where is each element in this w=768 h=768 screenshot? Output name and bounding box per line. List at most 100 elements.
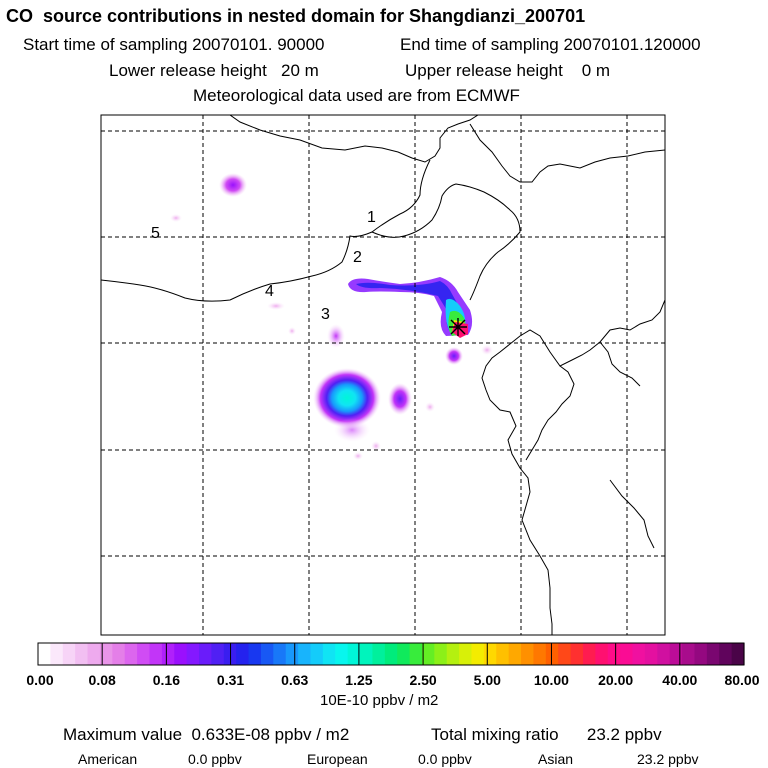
border-loop bbox=[101, 159, 431, 302]
colorbar-swatch bbox=[186, 643, 200, 665]
coast-islands bbox=[609, 479, 655, 549]
colorbar-swatch bbox=[137, 643, 151, 665]
european-label: European bbox=[307, 751, 368, 767]
colorbar-tick-label: 2.50 bbox=[409, 672, 436, 688]
colorbar-swatch bbox=[421, 643, 435, 665]
colorbar-swatch bbox=[632, 643, 646, 665]
colorbar-swatch bbox=[558, 643, 572, 665]
colorbar-swatch bbox=[521, 643, 535, 665]
colorbar-swatch bbox=[75, 643, 89, 665]
start-time-text: Start time of sampling 20070101. 90000 bbox=[23, 35, 325, 54]
colorbar-tick-label: 1.25 bbox=[345, 672, 372, 688]
colorbar-swatch bbox=[149, 643, 163, 665]
colorbar-swatch bbox=[322, 643, 336, 665]
colorbar-tick-labels: 0.00 0.08 0.16 0.31 0.63 1.25 2.50 5.00 10.00 20.… bbox=[26, 672, 759, 688]
colorbar-swatch bbox=[471, 643, 485, 665]
plume-faint-south1 bbox=[425, 402, 435, 412]
border-loop2 bbox=[371, 183, 521, 301]
colorbar-tick-label: 0.63 bbox=[281, 672, 308, 688]
plume-faint-west bbox=[170, 214, 182, 222]
colorbar-swatch bbox=[397, 643, 411, 665]
asian-value: 23.2 ppbv bbox=[637, 751, 699, 767]
total-mixing-text: Total mixing ratio 23.2 ppbv bbox=[431, 725, 662, 744]
colorbar-units: 10E-10 ppbv / m2 bbox=[320, 692, 439, 709]
colorbar-swatch bbox=[620, 643, 634, 665]
colorbar-tick-label: 5.00 bbox=[474, 672, 501, 688]
colorbar-swatch bbox=[719, 643, 733, 665]
plume-northwest bbox=[219, 173, 247, 197]
coast-east bbox=[481, 299, 665, 635]
colorbar-swatch bbox=[582, 643, 596, 665]
map-label-4: 4 bbox=[265, 283, 274, 300]
border-northeast bbox=[469, 123, 665, 183]
plume-south-hotspot bbox=[313, 368, 381, 428]
colorbar-ticks bbox=[37, 643, 745, 665]
colorbar-swatch bbox=[285, 643, 299, 665]
colorbar-swatches bbox=[38, 643, 745, 665]
lower-release-text: Lower release height 20 m bbox=[109, 61, 319, 80]
colorbar-swatch bbox=[731, 643, 745, 665]
colorbar-swatch bbox=[50, 643, 64, 665]
coastlines bbox=[101, 115, 665, 635]
colorbar-swatch bbox=[644, 643, 658, 665]
colorbar-swatch bbox=[112, 643, 126, 665]
receptor-asterisk-icon bbox=[449, 318, 467, 336]
colorbar-swatch bbox=[62, 643, 76, 665]
colorbar-swatch bbox=[657, 643, 671, 665]
colorbar-swatch bbox=[161, 643, 175, 665]
colorbar-swatch bbox=[372, 643, 386, 665]
colorbar-swatch bbox=[496, 643, 510, 665]
map-label-5: 5 bbox=[151, 225, 160, 242]
colorbar-swatch bbox=[87, 643, 101, 665]
colorbar-swatch bbox=[174, 643, 188, 665]
colorbar-swatch bbox=[347, 643, 361, 665]
colorbar-tick-label: 0.08 bbox=[89, 672, 116, 688]
colorbar-swatch bbox=[483, 643, 497, 665]
plume-faint-east bbox=[481, 345, 493, 355]
plume-south-tail bbox=[334, 418, 370, 442]
colorbar-swatch bbox=[669, 643, 683, 665]
plume-faint-center bbox=[288, 327, 296, 335]
asian-label: Asian bbox=[538, 751, 574, 767]
colorbar-swatch bbox=[706, 643, 720, 665]
european-value: 0.0 ppbv bbox=[418, 751, 472, 767]
colorbar-swatch bbox=[335, 643, 349, 665]
colorbar-swatch bbox=[310, 643, 324, 665]
colorbar-swatch bbox=[199, 643, 213, 665]
colorbar-tick-label: 20.00 bbox=[598, 672, 633, 688]
map-label-3: 3 bbox=[321, 306, 330, 323]
colorbar-tick-label: 0.31 bbox=[217, 672, 244, 688]
border-north bbox=[229, 115, 479, 163]
colorbar-swatch bbox=[124, 643, 138, 665]
colorbar-swatch bbox=[260, 643, 274, 665]
colorbar-swatch bbox=[595, 643, 609, 665]
coast-peninsula bbox=[599, 341, 641, 387]
colorbar-swatch bbox=[273, 643, 287, 665]
colorbar-swatch bbox=[409, 643, 423, 665]
colorbar-swatch bbox=[682, 643, 696, 665]
colorbar-swatch bbox=[607, 643, 621, 665]
colorbar-swatch bbox=[236, 643, 250, 665]
colorbar-swatch bbox=[533, 643, 547, 665]
colorbar-tick-label: 0.00 bbox=[26, 672, 53, 688]
map-frame bbox=[100, 114, 666, 636]
plume-faint-south3 bbox=[353, 452, 363, 460]
coast-east2 bbox=[525, 365, 575, 461]
american-value: 0.0 ppbv bbox=[188, 751, 242, 767]
colorbar-swatch bbox=[384, 643, 398, 665]
colorbar-swatch bbox=[298, 643, 312, 665]
plume-core-red bbox=[452, 322, 468, 338]
colorbar-swatch bbox=[694, 643, 708, 665]
plume-band-inner bbox=[356, 281, 464, 332]
upper-release-text: Upper release height 0 m bbox=[405, 61, 611, 80]
map-label-1: 1 bbox=[367, 209, 376, 226]
plume-southeast bbox=[388, 383, 412, 415]
max-value-text: Maximum value 0.633E-08 ppbv / m2 bbox=[63, 725, 350, 744]
colorbar-swatch bbox=[545, 643, 559, 665]
end-time-text: End time of sampling 20070101.120000 bbox=[400, 35, 701, 54]
chart-title: CO source contributions in nested domain… bbox=[6, 6, 586, 26]
map-label-2: 2 bbox=[353, 249, 362, 266]
colorbar-swatch bbox=[508, 643, 522, 665]
